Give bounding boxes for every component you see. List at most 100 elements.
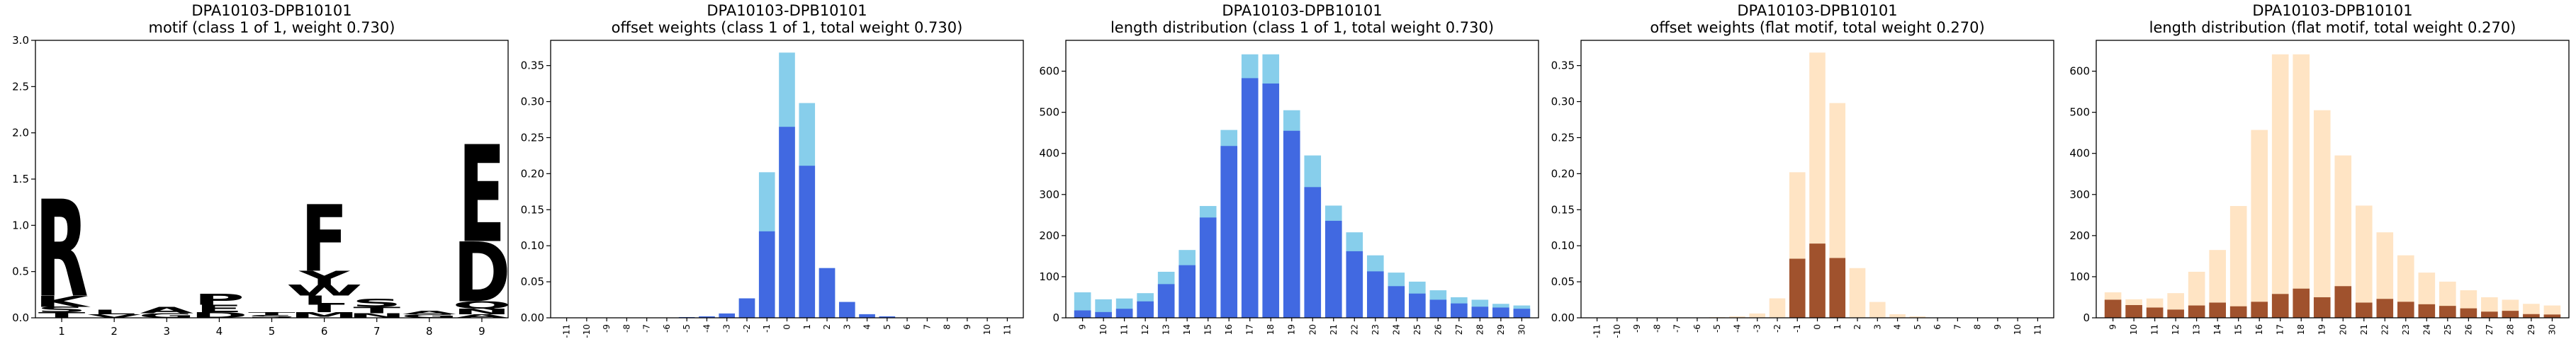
bar-series-2 xyxy=(1115,309,1133,318)
x-tick-label: -2 xyxy=(1772,324,1782,333)
y-tick-label: 0.15 xyxy=(1551,203,1575,216)
x-tick-label: 2 xyxy=(822,324,832,330)
logo-letter: I xyxy=(311,303,337,315)
x-tick-label: 17 xyxy=(1245,324,1255,335)
x-tick-label: 18 xyxy=(2296,324,2306,335)
y-tick-label: 0.20 xyxy=(521,167,544,180)
y-tick-label: 2.0 xyxy=(12,127,29,139)
y-tick-label: 400 xyxy=(2069,147,2090,160)
x-tick-label: 19 xyxy=(1287,324,1297,335)
x-tick-label: 11 xyxy=(1002,324,1012,335)
bar-series-2 xyxy=(1283,130,1300,318)
x-tick-label: -5 xyxy=(682,324,692,333)
x-tick-label: -9 xyxy=(1632,324,1642,333)
logo-letter-glyph: S xyxy=(37,305,86,314)
logo-letter-glyph: E xyxy=(196,303,243,315)
logo-letter: Y xyxy=(298,267,351,289)
bar-series-2 xyxy=(1809,243,1826,318)
y-tick-label: 300 xyxy=(2069,188,2090,201)
x-tick-label: -1 xyxy=(1792,324,1802,333)
x-tick-label: -2 xyxy=(742,324,752,333)
bar-series-2 xyxy=(1262,83,1280,318)
y-tick-label: 0.05 xyxy=(1551,275,1575,288)
bar-series-1 xyxy=(2271,54,2289,319)
chart-title: DPA10103-DPB10101 xyxy=(1737,2,1897,19)
y-tick-label: 500 xyxy=(2069,106,2090,119)
x-tick-label: 4 xyxy=(216,325,223,338)
x-tick-label: 2 xyxy=(111,325,118,338)
bar-series-2 xyxy=(2188,305,2205,318)
logo-letter-glyph: Q xyxy=(452,299,511,311)
logo-letter: R xyxy=(35,173,88,328)
logo-letter: S xyxy=(247,314,296,319)
x-tick-label: 8 xyxy=(943,324,952,330)
bar-series-1 xyxy=(1909,316,1926,318)
x-tick-label: 22 xyxy=(2380,324,2390,335)
x-tick-label: 0 xyxy=(1813,324,1823,330)
bar-series-2 xyxy=(1241,78,1259,318)
bar-series-2 xyxy=(1157,284,1175,318)
logo-letter: D xyxy=(453,225,510,321)
logo-letter-glyph: W xyxy=(286,282,363,299)
logo-letter: A xyxy=(140,305,193,316)
x-tick-label: -10 xyxy=(1612,324,1622,338)
bar-series-2 xyxy=(2439,306,2456,318)
logo-letter-glyph: E xyxy=(459,118,506,273)
x-tick-label: 5 xyxy=(269,325,276,338)
logo-letter-glyph: P xyxy=(194,291,245,309)
x-tick-label: 1 xyxy=(1833,324,1843,330)
x-tick-label: 1 xyxy=(58,325,65,338)
x-tick-label: 25 xyxy=(2443,324,2453,335)
x-tick-label: 16 xyxy=(1224,324,1234,335)
bar-series-2 xyxy=(799,166,816,318)
x-tick-label: 3 xyxy=(1872,324,1882,330)
x-tick-label: -3 xyxy=(722,324,732,333)
bar-series-2 xyxy=(838,302,855,318)
bar-series-1 xyxy=(2376,232,2394,318)
bar-series-2 xyxy=(2104,299,2122,318)
x-tick-label: 24 xyxy=(2422,324,2431,335)
y-tick-label: 100 xyxy=(2069,270,2090,283)
y-tick-label: 0.5 xyxy=(12,265,29,278)
x-tick-label: 10 xyxy=(2013,324,2023,335)
logo-letter-glyph: T xyxy=(248,311,296,316)
logo-letter-glyph: L xyxy=(92,309,136,316)
x-tick-label: -6 xyxy=(1692,324,1702,333)
bar-series-2 xyxy=(699,316,715,318)
y-tick-label: 0.00 xyxy=(1551,311,1575,324)
x-tick-label: 11 xyxy=(2032,324,2042,335)
x-tick-label: 19 xyxy=(2317,324,2327,335)
bar-series-2 xyxy=(1471,306,1489,318)
bar-series-1 xyxy=(1849,268,1866,318)
bar-series-2 xyxy=(2502,311,2519,318)
bar-series-2 xyxy=(1429,299,1447,318)
x-tick-label: -11 xyxy=(562,324,572,338)
x-tick-label: 11 xyxy=(1120,324,1130,335)
bar-series-2 xyxy=(879,316,896,318)
bar-series-2 xyxy=(1095,311,1112,318)
chart-subtitle: offset weights (flat motif, total weight… xyxy=(1650,19,1984,36)
x-tick-label: 2 xyxy=(1852,324,1862,330)
bar-series-2 xyxy=(779,127,795,318)
x-tick-label: 9 xyxy=(1078,324,1088,330)
x-tick-label: 5 xyxy=(882,324,892,330)
logo-letter-glyph: N xyxy=(453,307,511,316)
logo-letter: T xyxy=(248,311,296,316)
bar-series-1 xyxy=(1889,314,1906,318)
x-tick-label: 9 xyxy=(478,325,485,338)
x-tick-label: 7 xyxy=(922,324,932,330)
y-tick-label: 0.30 xyxy=(1551,96,1575,108)
bar-series-1 xyxy=(2293,54,2310,319)
logo-letter: N xyxy=(453,307,511,316)
chart-title: DPA10103-DPB10101 xyxy=(2252,2,2412,19)
x-tick-label: -7 xyxy=(642,324,652,333)
x-tick-label: 26 xyxy=(2463,324,2473,335)
x-tick-label: 30 xyxy=(2547,324,2557,335)
logo-letter: Q xyxy=(452,299,511,311)
axes-frame xyxy=(1065,40,1539,319)
x-tick-label: 18 xyxy=(1266,324,1276,335)
axes-frame xyxy=(2096,40,2570,319)
